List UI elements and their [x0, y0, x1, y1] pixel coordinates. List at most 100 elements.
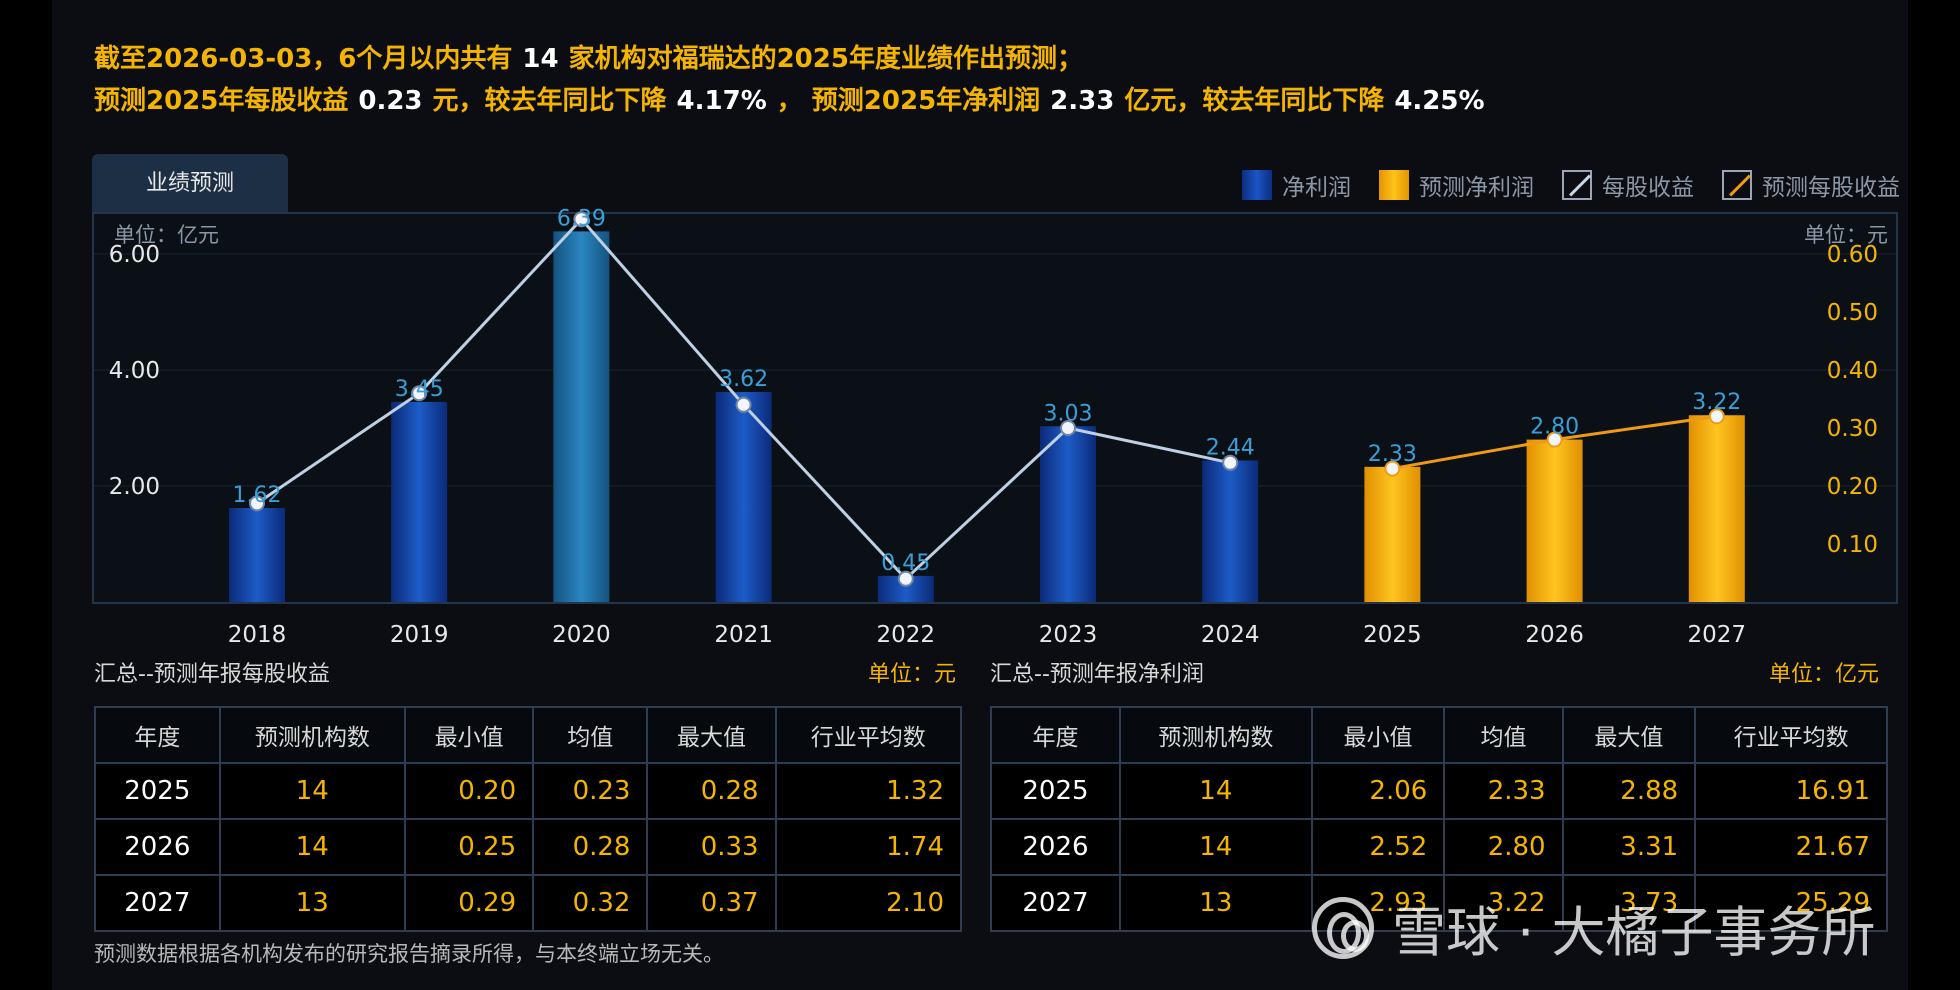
- np-forecast-table: 年度 预测机构数 最小值 均值 最大值 行业平均数 2025 14 2.06 2.33 2.88 16…: [990, 706, 1888, 932]
- bar-2021: [715, 392, 772, 602]
- table-cell: 16.91: [1694, 762, 1888, 820]
- table-cell: 0.37: [646, 874, 777, 932]
- table-cell: 3.73: [1561, 874, 1697, 932]
- tab-performance-forecast[interactable]: 业绩预测: [92, 154, 288, 212]
- column-header: 最大值: [1561, 706, 1697, 764]
- table-cell: 25.29: [1694, 874, 1888, 932]
- bar-2018: [229, 508, 285, 602]
- table-header-row: 年度 预测机构数 最小值 均值 最大值 行业平均数: [990, 706, 1888, 764]
- summary-text: 截至2026-03-03，6个月以内共有: [94, 44, 513, 74]
- eps-point-2022: [897, 570, 914, 587]
- disclaimer-footnote: 预测数据根据各机构发布的研究报告摘录所得，与本终端立场无关。: [94, 942, 724, 966]
- bar-value-label: 6.39: [557, 206, 606, 231]
- column-header: 预测机构数: [218, 706, 407, 764]
- forecast-eps-value: 0.23: [358, 86, 423, 116]
- performance-chart: 单位：亿元 单位：元 1.62 3.45 6.39 3.62 0.45 3.03 2.44 2…: [94, 206, 1896, 648]
- summary-text: 家机构对福瑞达的2025年度业绩作出预测；: [568, 44, 1083, 74]
- bar-2026: [1526, 439, 1583, 602]
- bar-2023: [1040, 426, 1096, 602]
- bar-2027: [1688, 415, 1745, 602]
- column-header: 年度: [990, 706, 1121, 764]
- x-axis-tick-label: 2021: [714, 622, 773, 648]
- right-axis-tick-label: 0.40: [1827, 358, 1878, 384]
- right-axis-unit: 单位：元: [1804, 223, 1888, 247]
- bar-2019: [391, 401, 448, 602]
- column-header: 最小值: [403, 706, 535, 764]
- eps-table-title: 汇总--预测年报每股收益: [94, 662, 330, 687]
- left-axis-tick-label: 4.00: [109, 358, 160, 384]
- table-cell: 2.10: [774, 874, 963, 932]
- legend-item-forecast-net-profit[interactable]: 预测净利润: [1379, 168, 1534, 202]
- table-cell: 0.33: [646, 818, 777, 876]
- bar-2025: [1364, 466, 1421, 602]
- table-row: 2027 13 0.29 0.32 0.37 2.10: [94, 874, 963, 932]
- left-axis-tick-label: 2.00: [109, 474, 160, 500]
- chart-legend: 净利润 预测净利润 每股收益 预测每股收益: [1214, 168, 1900, 202]
- table-cell: 2026: [94, 818, 221, 876]
- eps-point-2023: [1060, 420, 1076, 436]
- forecast-eps-point-2025: [1384, 460, 1401, 477]
- x-axis-tick-label: 2023: [1039, 622, 1098, 648]
- np-table-unit: 单位：亿元: [1769, 662, 1880, 687]
- table-cell: 13: [218, 874, 407, 932]
- eps-point-2021: [735, 396, 752, 413]
- eps-point-2019: [411, 385, 428, 402]
- x-axis-tick-label: 2024: [1201, 622, 1260, 648]
- table-cell: 21.67: [1694, 818, 1888, 876]
- x-axis-tick-label: 2026: [1525, 622, 1584, 648]
- right-axis-tick-label: 0.30: [1827, 416, 1878, 442]
- x-axis-tick-label: 2022: [877, 622, 936, 648]
- legend-label: 预测净利润: [1419, 175, 1534, 201]
- bar-value-label: 2.80: [1530, 415, 1579, 440]
- right-axis-tick-label: 0.60: [1827, 242, 1878, 268]
- column-header: 均值: [532, 706, 649, 764]
- table-cell: 0.28: [532, 818, 649, 876]
- eps-point-2024: [1222, 454, 1239, 471]
- right-axis-tick-label: 0.20: [1827, 474, 1878, 500]
- table-header-row: 年度 预测机构数 最小值 均值 最大值 行业平均数: [94, 706, 963, 764]
- bar-value-label: 2.33: [1368, 442, 1417, 467]
- table-cell: 14: [1118, 818, 1313, 876]
- table-cell: 2.80: [1443, 818, 1564, 876]
- legend-item-net-profit[interactable]: 净利润: [1242, 168, 1351, 202]
- table-row: 2025 14 0.20 0.23 0.28 1.32: [94, 762, 963, 820]
- table-cell: 2.52: [1310, 818, 1446, 876]
- xueqiu-logo-icon: [1312, 896, 1374, 959]
- x-axis-tick-label: 2020: [552, 622, 611, 648]
- column-header: 年度: [94, 706, 221, 764]
- table-cell: 2027: [94, 874, 221, 932]
- bar-value-label: 1.62: [233, 483, 282, 508]
- table-cell: 2026: [990, 818, 1121, 876]
- net-profit-swatch-icon: [1242, 170, 1272, 200]
- table-cell: 0.25: [403, 818, 535, 876]
- x-axis-tick-label: 2019: [390, 622, 449, 648]
- table-cell: 2.33: [1443, 762, 1564, 820]
- summary-line-2: 预测2025年每股收益 0.23 元，较去年同比下降 4.17% ， 预测2025年净利…: [94, 80, 1495, 122]
- column-header: 最大值: [646, 706, 777, 764]
- table-cell: 3.31: [1561, 818, 1697, 876]
- bar-2020: [553, 231, 610, 602]
- legend-item-forecast-eps[interactable]: 预测每股收益: [1722, 168, 1900, 202]
- table-cell: 14: [218, 762, 407, 820]
- table-cell: 0.29: [403, 874, 535, 932]
- left-axis-unit: 单位：亿元: [114, 223, 219, 247]
- bar-value-label: 3.03: [1044, 401, 1093, 426]
- column-header: 行业平均数: [774, 706, 963, 764]
- table-cell: 14: [218, 818, 407, 876]
- table-cell: 1.32: [774, 762, 963, 820]
- legend-label: 预测每股收益: [1762, 175, 1900, 201]
- table-cell: 2025: [94, 762, 221, 820]
- x-axis-tick-label: 2027: [1688, 622, 1747, 648]
- legend-item-eps[interactable]: 每股收益: [1562, 168, 1694, 202]
- bar-value-label: 2.44: [1206, 435, 1255, 460]
- column-header: 均值: [1443, 706, 1564, 764]
- eps-point-2020: [573, 211, 590, 228]
- table-cell: 0.23: [532, 762, 649, 820]
- table-cell: 1.74: [774, 818, 963, 876]
- table-cell: 2.88: [1561, 762, 1697, 820]
- summary-text: ， 预测2025年净利润: [776, 86, 1041, 116]
- institution-count: 14: [522, 44, 559, 74]
- left-axis-tick-label: 6.00: [109, 242, 160, 268]
- eps-point-2018: [249, 495, 265, 512]
- watermark: 雪球 · 大橘子事务所: [1312, 888, 1876, 967]
